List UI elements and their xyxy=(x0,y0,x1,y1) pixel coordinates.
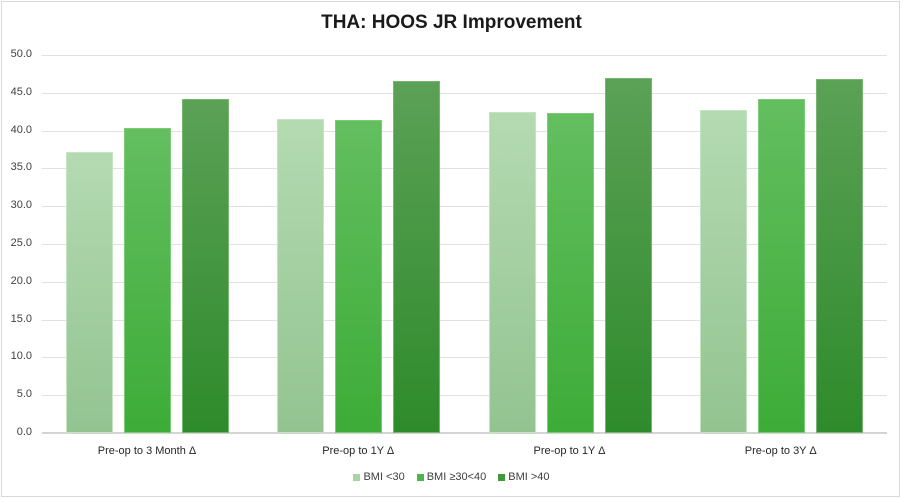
chart-title: THA: HOOS JR Improvement xyxy=(321,12,582,33)
y-tick-label: 25.0 xyxy=(10,237,32,249)
legend-item: BMI ≥30<40 xyxy=(416,471,487,483)
gridline xyxy=(42,55,887,56)
x-tick-label: Pre-op to 3 Month Δ xyxy=(97,445,197,457)
plot-area xyxy=(42,55,887,434)
gridline xyxy=(42,130,887,132)
bar xyxy=(815,79,863,433)
legend: BMI <30 BMI ≥30<40 BMI >40 xyxy=(0,471,903,483)
gridline xyxy=(42,357,887,359)
bar xyxy=(488,111,536,433)
y-tick-label: 5.0 xyxy=(16,388,32,401)
x-tick-label: Pre-op to 3Y Δ xyxy=(744,445,817,457)
gridline xyxy=(42,168,887,170)
legend-label: BMI <30 xyxy=(363,471,405,483)
y-tick-label: 30.0 xyxy=(10,199,32,212)
gridline xyxy=(42,319,887,321)
bar xyxy=(393,80,441,433)
bar xyxy=(66,151,114,433)
bar xyxy=(182,98,230,433)
legend-item: BMI <30 xyxy=(353,471,405,483)
gridline xyxy=(42,432,887,434)
y-tick-label: 15.0 xyxy=(10,312,32,325)
gridline xyxy=(42,395,887,397)
bar xyxy=(699,110,747,433)
bar xyxy=(277,119,325,433)
legend-swatch-icon xyxy=(416,473,424,481)
bar xyxy=(124,128,172,433)
y-tick-label: 50.0 xyxy=(10,48,32,60)
y-tick-label: 45.0 xyxy=(10,85,32,98)
gridline xyxy=(42,206,887,208)
legend-swatch-icon xyxy=(353,473,361,481)
y-tick-label: 10.0 xyxy=(10,350,32,363)
y-tick-label: 0.0 xyxy=(16,426,32,438)
y-tick-label: 20.0 xyxy=(10,274,32,287)
x-tick-label: Pre-op to 1Y Δ xyxy=(322,445,395,457)
bar xyxy=(757,98,805,433)
legend-label: BMI ≥30<40 xyxy=(426,471,487,483)
legend-item: BMI >40 xyxy=(498,471,550,483)
y-tick-label: 35.0 xyxy=(10,161,32,174)
gridline xyxy=(42,244,887,245)
legend-label: BMI >40 xyxy=(508,471,550,483)
x-tick-label: Pre-op to 1Y Δ xyxy=(533,445,606,457)
gridline xyxy=(42,281,887,283)
legend-swatch-icon xyxy=(498,473,506,481)
bar xyxy=(546,113,594,433)
bar xyxy=(604,77,652,433)
y-tick-label: 40.0 xyxy=(10,123,32,136)
gridline xyxy=(42,92,887,94)
bar xyxy=(335,120,383,433)
